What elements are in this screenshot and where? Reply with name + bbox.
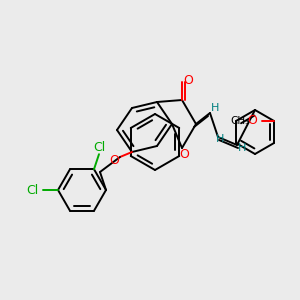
Text: Cl: Cl [93,141,105,154]
Text: H: H [211,103,219,113]
Text: O: O [109,154,119,167]
Text: Cl: Cl [26,184,38,196]
Text: CH₃: CH₃ [230,116,250,126]
Text: H: H [216,134,224,144]
Text: H: H [238,143,246,153]
Text: O: O [247,115,257,128]
Text: O: O [179,148,189,161]
Text: O: O [183,74,193,86]
